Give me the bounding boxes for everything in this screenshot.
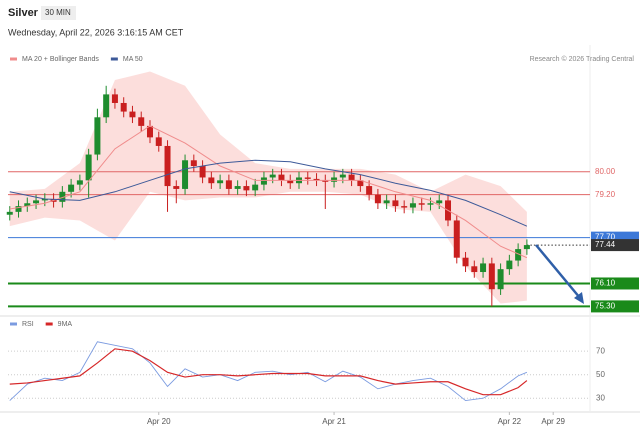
indicator-line bbox=[9, 341, 528, 402]
candle-body bbox=[146, 125, 153, 138]
candle-body bbox=[418, 203, 425, 205]
y-tick-label: 70 bbox=[596, 346, 605, 355]
candle-body bbox=[41, 198, 48, 201]
title: Silver bbox=[8, 7, 39, 19]
candle-body bbox=[497, 269, 504, 290]
candle-body bbox=[462, 257, 469, 267]
candle-body bbox=[322, 180, 329, 182]
candle-body bbox=[243, 186, 250, 191]
datetime: Wednesday, April 22, 2026 3:16:15 AM CET bbox=[8, 27, 184, 37]
timeframe: 30 MIN bbox=[45, 8, 71, 17]
candle-body bbox=[506, 260, 513, 270]
candle-body bbox=[436, 200, 443, 204]
candle-body bbox=[269, 174, 276, 178]
candle-body bbox=[313, 178, 320, 181]
price-label: 80.00 bbox=[595, 167, 616, 176]
candle-body bbox=[217, 180, 224, 184]
candle-body bbox=[348, 174, 355, 181]
candle-body bbox=[138, 117, 145, 126]
y-tick-label: 50 bbox=[596, 370, 605, 379]
legend-label: MA 20 + Bollinger Bands bbox=[22, 56, 99, 63]
candle-body bbox=[480, 263, 487, 273]
candle-body bbox=[260, 177, 267, 185]
price-label: 76.10 bbox=[595, 279, 616, 288]
legend-label: 9MA bbox=[58, 321, 73, 328]
candle-body bbox=[94, 117, 101, 155]
candle-body bbox=[357, 180, 364, 187]
candle-body bbox=[409, 203, 416, 208]
candle-body bbox=[129, 111, 136, 118]
candle-body bbox=[225, 180, 232, 189]
candle-body bbox=[59, 191, 66, 202]
price-label: 75.30 bbox=[595, 302, 616, 311]
bollinger-band bbox=[9, 71, 527, 304]
price-badge bbox=[591, 239, 639, 252]
indicator-line bbox=[9, 348, 528, 396]
price-label: 79.20 bbox=[595, 190, 616, 199]
candle-body bbox=[339, 174, 346, 178]
candle-body bbox=[68, 184, 75, 192]
x-tick-label: Apr 22 bbox=[498, 417, 522, 426]
x-tick-label: Apr 20 bbox=[147, 417, 171, 426]
x-tick-label: Apr 21 bbox=[322, 417, 346, 426]
candle-body bbox=[111, 94, 118, 103]
forecast-arrow bbox=[535, 244, 581, 299]
price-badge bbox=[591, 277, 639, 290]
candle-body bbox=[252, 184, 259, 191]
candle-body bbox=[331, 177, 338, 182]
candle-body bbox=[278, 174, 285, 181]
moving-average bbox=[9, 159, 528, 227]
moving-average bbox=[9, 125, 528, 259]
candle-body bbox=[374, 194, 381, 204]
candle-body bbox=[383, 200, 390, 204]
candle-body bbox=[208, 177, 215, 184]
candle-body bbox=[401, 206, 408, 208]
plot: MA 20 + Bollinger Bands MA 50 80.00 79.20 77… bbox=[6, 56, 639, 426]
legend-label: MA 50 bbox=[123, 56, 143, 63]
y-tick-label: 30 bbox=[596, 393, 605, 402]
candle-body bbox=[164, 145, 171, 187]
candle-body bbox=[287, 180, 294, 184]
candle-body bbox=[173, 186, 180, 189]
candle-body bbox=[182, 160, 189, 189]
copyright: Research © 2026 Trading Central bbox=[530, 55, 635, 63]
forecast-arrow-head bbox=[574, 292, 584, 304]
candle-body bbox=[155, 137, 162, 146]
candle-body bbox=[453, 220, 460, 258]
price-badge bbox=[591, 300, 639, 313]
candle-body bbox=[234, 186, 241, 189]
candle-body bbox=[392, 200, 399, 207]
candle-body bbox=[304, 177, 311, 179]
candle-body bbox=[103, 94, 110, 118]
candle-body bbox=[85, 154, 92, 181]
candle-body bbox=[33, 200, 40, 204]
candle-body bbox=[199, 166, 206, 178]
candle-body bbox=[523, 245, 530, 250]
candle-body bbox=[190, 160, 197, 167]
candle-body bbox=[488, 263, 495, 290]
candle-body bbox=[24, 203, 31, 207]
candle-body bbox=[515, 249, 522, 261]
price-label: 77.70 bbox=[595, 233, 616, 242]
candle-body bbox=[120, 102, 127, 112]
legend-label: RSI bbox=[22, 321, 34, 328]
candle-body bbox=[6, 211, 13, 215]
candle-body bbox=[471, 266, 478, 273]
timeframe-box bbox=[41, 6, 76, 20]
candle-body bbox=[76, 180, 83, 185]
candle-body bbox=[427, 203, 434, 205]
candle-body bbox=[15, 206, 22, 212]
price-label: 77.44 bbox=[595, 240, 616, 249]
candle-body bbox=[366, 186, 373, 195]
x-tick-label: Apr 29 bbox=[541, 417, 565, 426]
